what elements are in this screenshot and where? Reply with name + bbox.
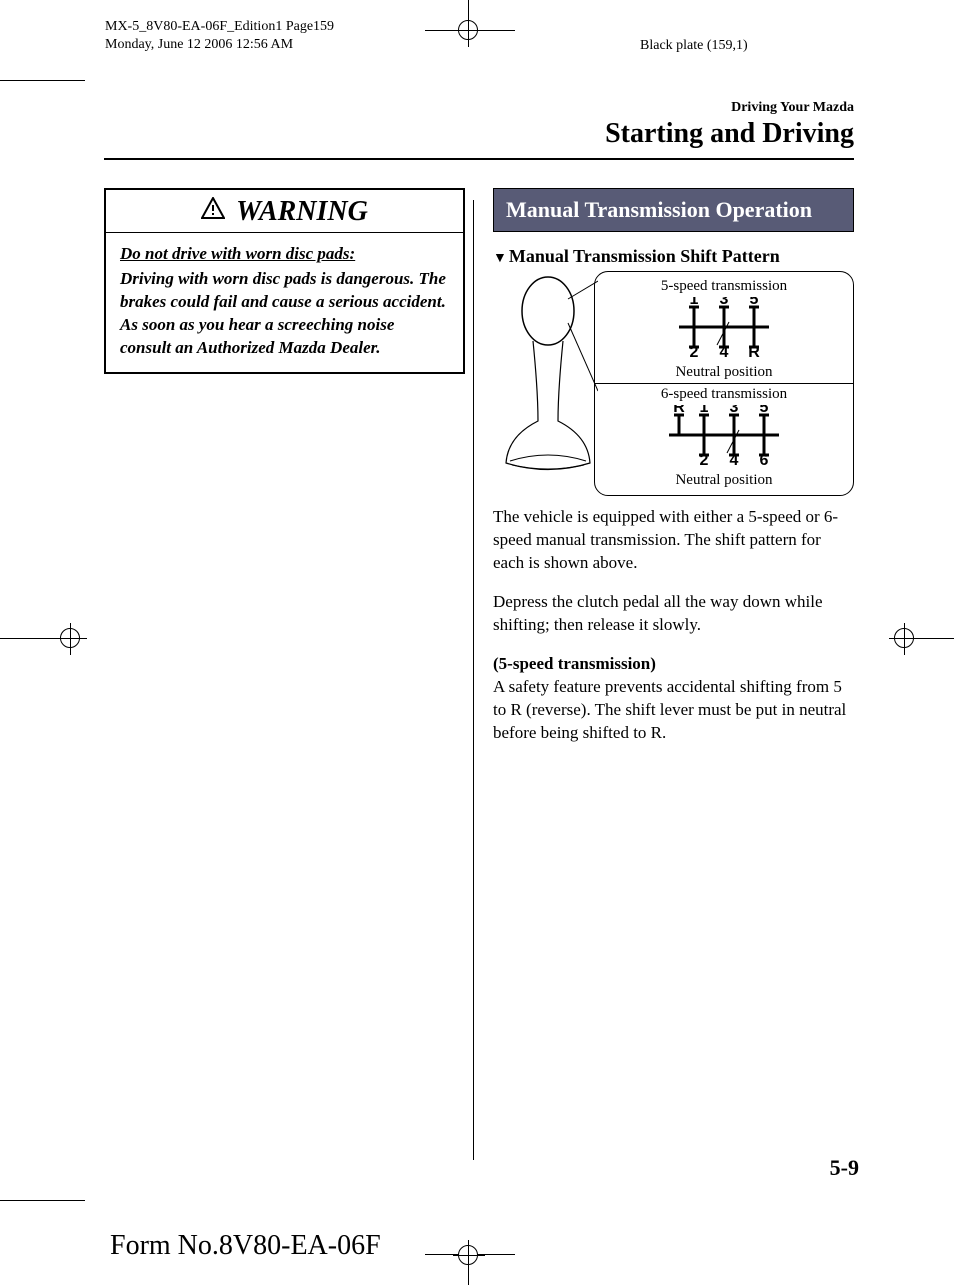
neutral-label-2: Neutral position (601, 472, 847, 489)
page-content: Driving Your Mazda Starting and Driving … (104, 100, 854, 761)
form-number: Form No.8V80-EA-06F (110, 1230, 381, 1262)
registration-mark-top (458, 20, 478, 40)
svg-text:4: 4 (720, 344, 729, 357)
svg-text:1: 1 (700, 405, 709, 416)
page-number: 5-9 (830, 1155, 859, 1181)
registration-mark-right (894, 628, 914, 648)
paragraph-2: Depress the clutch pedal all the way dow… (493, 591, 854, 637)
warning-body: Do not drive with worn disc pads: Drivin… (106, 232, 463, 372)
crop-mark-corner (0, 1200, 85, 1201)
triangle-icon: ▼ (493, 251, 507, 266)
svg-text:5: 5 (750, 297, 759, 308)
svg-text:3: 3 (720, 297, 729, 308)
warning-box: WARNING Do not drive with worn disc pads… (104, 188, 465, 374)
header-meta: MX-5_8V80-EA-06F_Edition1 Page159 Monday… (105, 18, 334, 54)
svg-text:4: 4 (730, 452, 739, 465)
warning-icon (201, 202, 230, 224)
doc-id-line1: MX-5_8V80-EA-06F_Edition1 Page159 (105, 18, 334, 36)
registration-mark-left (60, 628, 80, 648)
svg-text:2: 2 (700, 452, 709, 465)
doc-id-line2: Monday, June 12 2006 12:56 AM (105, 36, 334, 54)
neutral-label-1: Neutral position (601, 364, 847, 381)
shift-pattern-callout: 5-speed transmission (594, 271, 854, 496)
title-rule (104, 158, 854, 160)
right-column: Manual Transmission Operation ▼Manual Tr… (493, 188, 854, 761)
subsection-heading: ▼Manual Transmission Shift Pattern (493, 246, 854, 267)
warning-text: Driving with worn disc pads is dangerous… (120, 269, 446, 357)
body-text: The vehicle is equipped with either a 5-… (493, 506, 854, 744)
registration-mark-bottom (458, 1245, 478, 1265)
svg-text:3: 3 (730, 405, 739, 416)
paragraph-1: The vehicle is equipped with either a 5-… (493, 506, 854, 575)
six-speed-label: 6-speed transmission (601, 386, 847, 403)
para3-heading: (5-speed transmission) (493, 654, 656, 673)
two-column-layout: WARNING Do not drive with worn disc pads… (104, 188, 854, 761)
svg-text:2: 2 (690, 344, 699, 357)
five-speed-label: 5-speed transmission (601, 278, 847, 295)
svg-text:1: 1 (690, 297, 699, 308)
svg-text:R: R (673, 405, 685, 416)
six-speed-pattern: R 1 3 5 2 4 6 (601, 405, 847, 470)
svg-text:5: 5 (760, 405, 769, 416)
crop-mark-corner (0, 80, 85, 81)
plate-info: Black plate (159,1) (640, 38, 748, 54)
warning-heading: Do not drive with worn disc pads: (120, 243, 449, 266)
shift-diagram-wrap: 5-speed transmission (493, 271, 854, 496)
subsection-heading-text: Manual Transmission Shift Pattern (509, 246, 780, 266)
svg-text:6: 6 (760, 452, 769, 465)
paragraph-3: (5-speed transmission) A safety feature … (493, 653, 854, 745)
warning-label: WARNING (236, 196, 368, 227)
subsection-band: Manual Transmission Operation (493, 188, 854, 232)
section-title: Starting and Driving (104, 118, 854, 150)
five-speed-pattern: 1 3 5 2 4 R (601, 297, 847, 362)
para3-body: A safety feature prevents accidental shi… (493, 677, 846, 742)
warning-header: WARNING (106, 190, 463, 232)
left-column: WARNING Do not drive with worn disc pads… (104, 188, 465, 761)
section-supertitle: Driving Your Mazda (104, 100, 854, 116)
svg-text:R: R (748, 344, 760, 357)
shift-knob-illustration (498, 271, 598, 481)
